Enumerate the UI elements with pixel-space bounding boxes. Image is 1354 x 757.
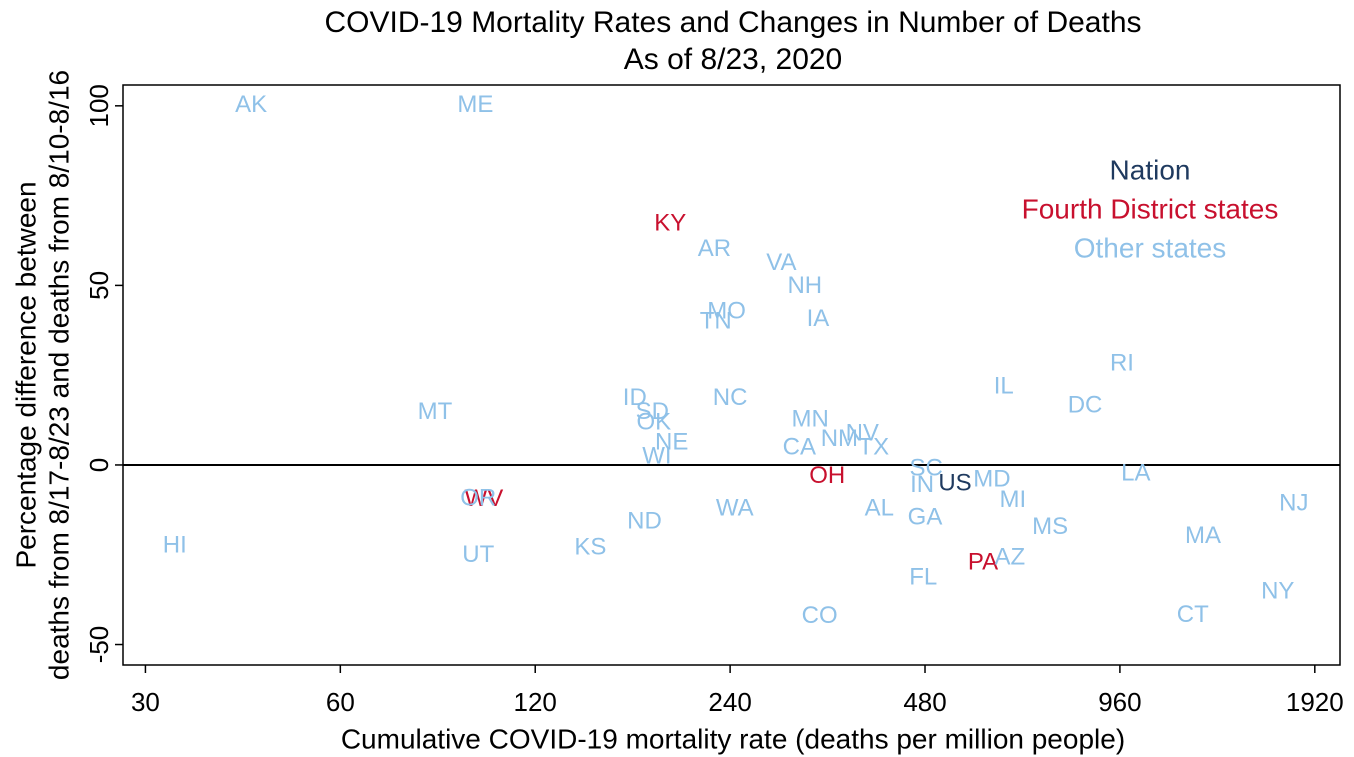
point-label: FL — [909, 563, 937, 590]
point-label: IN — [910, 471, 934, 498]
plot-frame — [122, 84, 1341, 666]
legend-entry: Fourth District states — [1022, 193, 1279, 224]
x-axis-label: Cumulative COVID-19 mortality rate (deat… — [341, 723, 1125, 754]
x-tick-label: 480 — [903, 687, 946, 717]
y-tick-label: 0 — [84, 458, 114, 472]
point-label: MT — [418, 398, 453, 425]
point-label: NH — [787, 272, 822, 299]
y-axis-label: Percentage difference between — [10, 181, 41, 568]
point-label: TX — [858, 433, 889, 460]
point-label: NC — [713, 384, 748, 411]
x-tick-label: 240 — [708, 687, 751, 717]
point-label: CT — [1177, 601, 1209, 628]
point-label: PA — [968, 548, 998, 575]
point-label: OH — [809, 462, 845, 489]
point-label: GA — [908, 503, 943, 530]
point-label: KY — [654, 210, 686, 237]
point-label: NJ — [1279, 489, 1308, 516]
point-label: ME — [457, 91, 493, 118]
point-label: AL — [865, 494, 894, 521]
x-tick-label: 30 — [131, 687, 160, 717]
point-label: US — [938, 469, 971, 496]
point-label: MO — [707, 297, 746, 324]
point-label: MD — [973, 465, 1010, 492]
x-tick-label: 60 — [326, 687, 355, 717]
point-label: DC — [1068, 391, 1103, 418]
point-label: RI — [1110, 349, 1134, 376]
point-label: MA — [1185, 522, 1221, 549]
x-tick-label: 960 — [1098, 687, 1141, 717]
point-label: AR — [698, 235, 731, 262]
point-label: OR — [460, 484, 496, 511]
point-label: WI — [642, 442, 671, 469]
point-label: VA — [766, 249, 796, 276]
point-label: MS — [1032, 513, 1068, 540]
point-label: MI — [1000, 486, 1027, 513]
point-label: WA — [716, 494, 754, 521]
point-label: ND — [627, 507, 662, 534]
point-label: UT — [462, 541, 494, 568]
point-label: WV — [465, 485, 504, 512]
point-label: IL — [994, 372, 1014, 399]
point-label: KS — [574, 533, 606, 560]
point-label: HI — [163, 531, 187, 558]
y-axis-label: deaths from 8/17-8/23 and deaths from 8/… — [43, 70, 74, 680]
point-label: ID — [623, 384, 647, 411]
x-tick-label: 1920 — [1286, 687, 1344, 717]
point-label: MN — [791, 405, 828, 432]
point-label: SC — [910, 454, 943, 481]
point-label: CA — [783, 433, 816, 460]
point-label: LA — [1121, 459, 1150, 486]
y-tick-label: 50 — [84, 271, 114, 300]
y-tick-label: -50 — [84, 626, 114, 664]
point-label: AK — [235, 91, 267, 118]
point-label: NY — [1261, 577, 1294, 604]
legend-entry: Other states — [1074, 232, 1227, 263]
chart-subtitle: As of 8/23, 2020 — [624, 43, 843, 76]
chart-title: COVID-19 Mortality Rates and Changes in … — [324, 6, 1141, 39]
point-label: NE — [655, 428, 688, 455]
point-label: CO — [802, 602, 838, 629]
point-label: IA — [807, 305, 830, 332]
y-tick-label: 100 — [84, 84, 114, 127]
point-label: NM — [821, 425, 858, 452]
point-label: NV — [846, 419, 879, 446]
point-label: TN — [700, 307, 732, 334]
point-label: AZ — [994, 543, 1025, 570]
point-label: SD — [636, 398, 669, 425]
legend-entry: Nation — [1110, 154, 1191, 185]
point-label: OK — [637, 408, 672, 435]
x-tick-label: 120 — [514, 687, 557, 717]
